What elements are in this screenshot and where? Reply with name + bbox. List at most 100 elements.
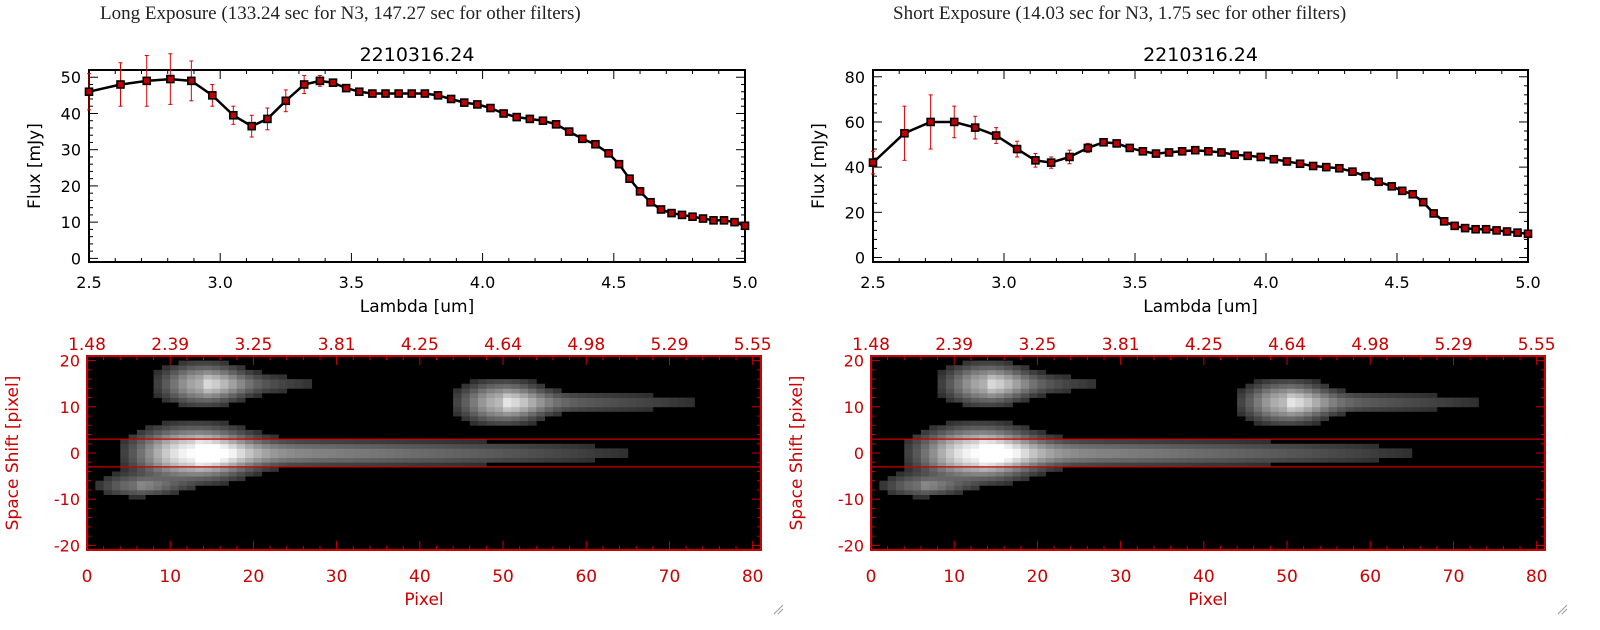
image-pixel bbox=[929, 471, 938, 477]
resize-grip-icon[interactable] bbox=[1556, 603, 1568, 615]
image-pixel bbox=[1054, 374, 1063, 380]
image-pixel bbox=[1087, 457, 1097, 463]
image-pixel bbox=[128, 457, 138, 463]
image-pixel bbox=[1045, 379, 1055, 385]
image-pixel bbox=[552, 392, 562, 398]
image-pixel bbox=[236, 429, 246, 435]
image-pixel bbox=[1411, 392, 1421, 398]
image-pixel bbox=[1428, 397, 1438, 403]
image-pixel bbox=[486, 420, 496, 426]
image-pixel bbox=[528, 420, 537, 426]
image-pixel bbox=[494, 406, 504, 412]
image-pixel bbox=[311, 457, 321, 463]
image-pixel bbox=[1270, 383, 1280, 389]
image-pixel bbox=[186, 374, 196, 380]
image-pixel bbox=[979, 448, 988, 454]
image-pixel bbox=[236, 462, 246, 468]
image-pixel bbox=[1037, 439, 1047, 445]
image-pixel bbox=[970, 383, 980, 389]
image-pixel bbox=[236, 476, 246, 482]
image-pixel bbox=[1079, 453, 1088, 459]
image-pixel bbox=[1353, 406, 1363, 412]
image-pixel bbox=[1170, 462, 1180, 468]
image-pixel bbox=[511, 411, 521, 417]
image-pixel bbox=[619, 406, 629, 412]
image-pixel bbox=[1004, 360, 1013, 366]
image-pixel bbox=[569, 448, 579, 454]
image-pixel bbox=[195, 392, 204, 398]
image-pixel bbox=[403, 457, 412, 463]
image-pixel bbox=[1195, 448, 1205, 454]
image-pixel bbox=[220, 365, 229, 371]
image-pixel bbox=[128, 462, 138, 468]
image-pixel bbox=[1020, 365, 1030, 371]
image-pixel bbox=[1020, 443, 1030, 449]
image-pixel bbox=[253, 439, 263, 445]
image-pixel bbox=[195, 429, 204, 435]
image-pixel bbox=[203, 471, 213, 477]
image-pixel bbox=[145, 471, 154, 477]
image-pixel bbox=[444, 453, 454, 459]
image-pixel bbox=[203, 439, 213, 445]
image-pixel bbox=[1045, 448, 1055, 454]
image-pixel bbox=[887, 489, 897, 495]
image-pixel bbox=[987, 443, 997, 449]
image-pixel bbox=[1262, 406, 1271, 412]
image-pixel bbox=[536, 443, 546, 449]
image-pixel bbox=[652, 402, 662, 408]
data-point bbox=[142, 76, 152, 86]
image-pixel bbox=[1278, 388, 1288, 394]
image-pixel bbox=[611, 402, 620, 408]
image-pixel bbox=[1378, 402, 1388, 408]
image-pixel bbox=[1037, 379, 1047, 385]
image-pixel bbox=[962, 457, 972, 463]
image-pixel bbox=[1278, 416, 1288, 422]
image-pixel bbox=[145, 489, 154, 495]
image-pixel bbox=[195, 397, 204, 403]
image-pixel bbox=[1128, 453, 1138, 459]
resize-grip-icon[interactable] bbox=[772, 603, 784, 615]
image-pixel bbox=[195, 453, 204, 459]
spectrum-plot: 2210316.242.5 3.0 3.5 4.0 4.5 5.0020406080Lam… bbox=[809, 44, 1541, 317]
image-pixel bbox=[677, 397, 687, 403]
image-pixel bbox=[987, 429, 997, 435]
image-pixel bbox=[1303, 453, 1313, 459]
image-pixel bbox=[544, 402, 554, 408]
image-pixel bbox=[1212, 457, 1221, 463]
image-pixel bbox=[1045, 434, 1055, 440]
image-pixel bbox=[954, 365, 963, 371]
image-pixel bbox=[211, 462, 221, 468]
image-pixel bbox=[319, 453, 329, 459]
image-pixel bbox=[995, 392, 1005, 398]
image-pixel bbox=[1004, 429, 1013, 435]
image-pixel bbox=[970, 462, 980, 468]
image-pixel bbox=[1012, 476, 1022, 482]
image-pixel bbox=[403, 439, 412, 445]
image-pixel bbox=[503, 416, 512, 422]
image-pixel bbox=[1361, 397, 1371, 403]
image-pixel bbox=[561, 443, 571, 449]
image-pixel bbox=[361, 462, 371, 468]
data-point bbox=[407, 89, 417, 98]
image-pixel bbox=[954, 425, 963, 431]
y-tick-label: 30 bbox=[61, 141, 81, 160]
image-pixel bbox=[1112, 462, 1122, 468]
image-pixel bbox=[178, 383, 188, 389]
x-axis-label: Lambda [um] bbox=[360, 297, 474, 317]
image-pixel bbox=[1253, 406, 1263, 412]
data-point bbox=[1012, 144, 1022, 154]
image-pixel bbox=[220, 383, 229, 389]
image-pixel bbox=[486, 379, 496, 385]
image-pixel bbox=[528, 443, 537, 449]
image-pixel bbox=[1245, 402, 1255, 408]
image-pixel bbox=[220, 434, 229, 440]
image-pixel bbox=[211, 476, 221, 482]
image-pixel bbox=[436, 448, 446, 454]
image-pixel bbox=[170, 489, 179, 495]
image-pixel bbox=[503, 392, 512, 398]
image-pixel bbox=[195, 420, 204, 426]
image-pixel bbox=[1328, 453, 1338, 459]
image-pixel bbox=[1170, 439, 1180, 445]
image-pixel bbox=[486, 411, 496, 417]
image-pixel bbox=[536, 416, 546, 422]
